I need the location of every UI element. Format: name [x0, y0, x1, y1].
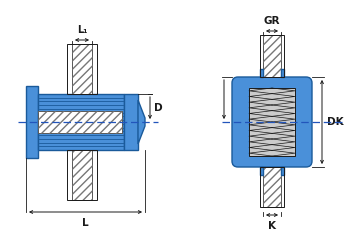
Bar: [249, 88, 295, 156]
Bar: [38, 111, 122, 133]
Bar: [67, 44, 97, 94]
Bar: [38, 94, 124, 150]
Polygon shape: [138, 100, 145, 144]
Bar: [72, 44, 92, 94]
Bar: [263, 167, 281, 207]
Bar: [260, 35, 284, 77]
Bar: [263, 35, 281, 77]
Bar: [38, 111, 122, 133]
Bar: [260, 69, 263, 77]
Bar: [72, 44, 92, 94]
Bar: [72, 150, 92, 200]
Text: DK: DK: [327, 117, 344, 127]
Bar: [281, 167, 284, 175]
Bar: [263, 35, 281, 77]
Bar: [124, 94, 138, 150]
Bar: [67, 150, 97, 200]
Text: K: K: [268, 221, 276, 231]
Bar: [281, 69, 284, 77]
Text: D: D: [154, 103, 163, 113]
Bar: [72, 150, 92, 200]
Bar: [260, 167, 284, 207]
Bar: [26, 86, 38, 158]
FancyBboxPatch shape: [232, 77, 312, 167]
Text: L₁: L₁: [77, 25, 87, 35]
Text: L: L: [82, 218, 89, 228]
Text: GR: GR: [264, 16, 280, 26]
Bar: [263, 167, 281, 207]
Bar: [260, 167, 263, 175]
